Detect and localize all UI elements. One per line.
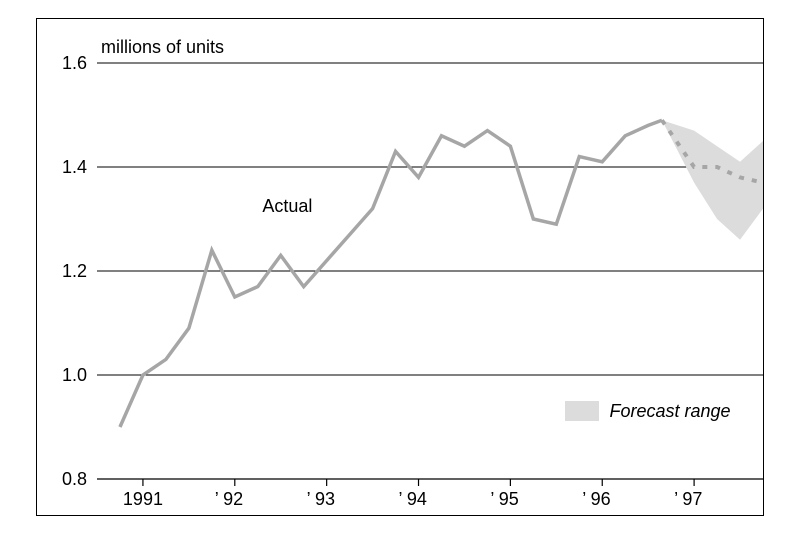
x-tick-label: ’ 97	[674, 489, 702, 510]
x-tick-label: ’ 96	[582, 489, 610, 510]
forecast-range-swatch	[565, 401, 599, 421]
y-tick-label: 1.6	[62, 53, 87, 74]
y-tick-label: 1.4	[62, 157, 87, 178]
y-tick-label: 1.0	[62, 365, 87, 386]
chart-frame: millions of units 0.81.01.21.41.6 1991’ …	[36, 18, 764, 516]
y-tick-label: 0.8	[62, 469, 87, 490]
x-tick-label: ’ 94	[399, 489, 427, 510]
x-tick-label: ’ 92	[215, 489, 243, 510]
y-tick-label: 1.2	[62, 261, 87, 282]
x-tick-label: ’ 95	[490, 489, 518, 510]
forecast-range-label: Forecast range	[609, 401, 730, 422]
x-tick-label: 1991	[123, 489, 163, 510]
plot-area	[37, 19, 765, 517]
actual-series-label: Actual	[262, 196, 312, 217]
x-tick-label: ’ 93	[307, 489, 335, 510]
